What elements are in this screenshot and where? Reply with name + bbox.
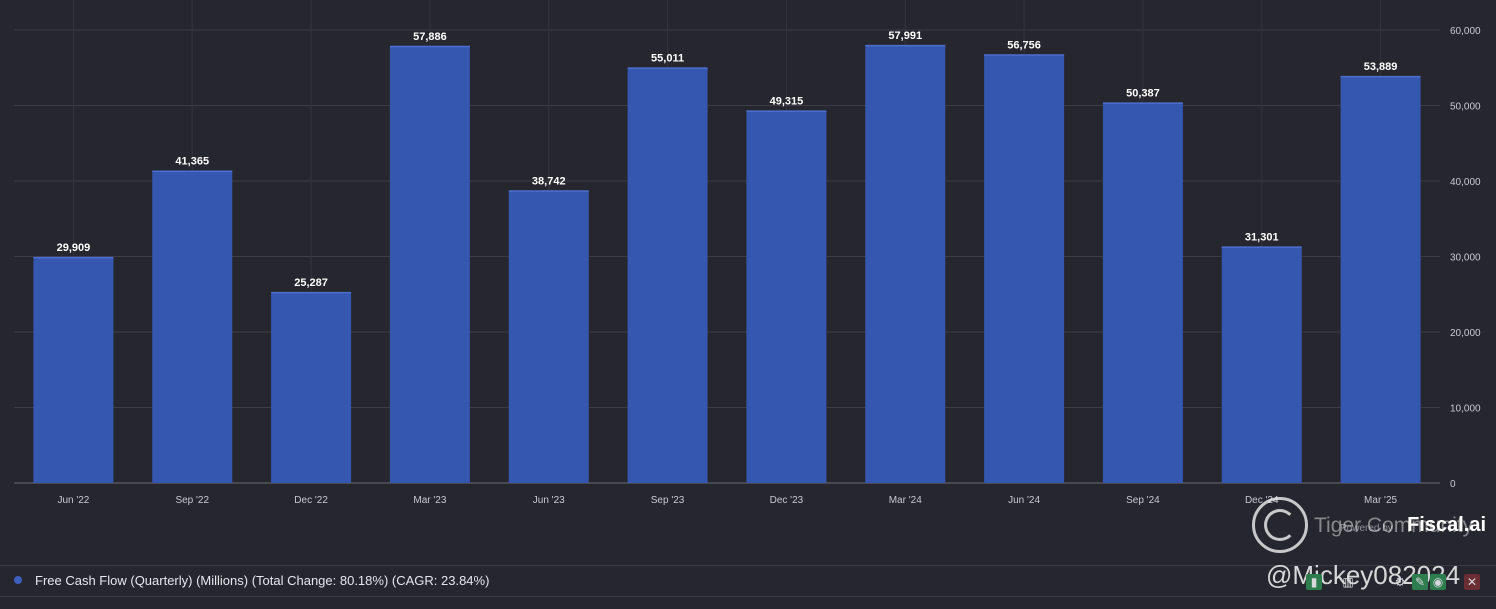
bar[interactable] (984, 54, 1065, 484)
bar[interactable] (746, 110, 827, 483)
share-icon[interactable]: ◉ (1430, 574, 1446, 590)
brand-logo[interactable]: Powered by Fiscal.ai (1340, 512, 1486, 542)
legend: Free Cash Flow (Quarterly) (Millions) (T… (0, 565, 1496, 597)
watermark-community-text: Tiger Community (1314, 514, 1474, 537)
x-tick-label: Sep '22 (175, 495, 209, 506)
y-tick-label: 20,000 (1450, 328, 1481, 339)
bar[interactable] (508, 190, 589, 483)
x-tick-label: Dec '24 (1245, 495, 1279, 506)
brand-name: Fiscal.ai (1407, 514, 1486, 536)
y-tick-label: 0 (1450, 479, 1456, 490)
bar-value-label: 53,889 (1364, 61, 1398, 73)
edit-icon[interactable]: ✎ (1412, 574, 1428, 590)
x-tick-label: Sep '24 (1126, 495, 1160, 506)
bar[interactable] (152, 170, 233, 483)
y-tick-label: 40,000 (1450, 177, 1481, 188)
y-tick-label: 50,000 (1450, 102, 1481, 113)
bar[interactable] (865, 45, 946, 484)
bar[interactable] (1221, 246, 1302, 483)
x-tick-label: Jun '24 (1008, 495, 1040, 506)
bar-value-label: 49,315 (770, 96, 804, 108)
chart-toolbar: ▮ ▥ ⚙ ✎ ◉ ✕ (1300, 573, 1490, 591)
bar[interactable] (1102, 102, 1183, 483)
x-tick-label: Mar '25 (1364, 495, 1397, 506)
x-tick-label: Dec '23 (770, 495, 804, 506)
x-tick-label: Mar '23 (413, 495, 446, 506)
bars (33, 44, 1421, 484)
stats-icon[interactable]: ▥ (1342, 575, 1354, 589)
close-icon[interactable]: ✕ (1464, 574, 1480, 590)
y-tick-label: 30,000 (1450, 253, 1481, 264)
watermark-logo-icon (1252, 497, 1308, 553)
bar-value-label: 29,909 (57, 242, 91, 254)
bar-value-label: 55,011 (651, 53, 684, 65)
x-tick-label: Mar '24 (889, 495, 922, 506)
y-axis-ticks: 0 10,000 20,000 30,000 40,000 50,000 60,000 (1450, 26, 1481, 490)
bar-value-label: 25,287 (294, 277, 328, 289)
x-tick-label: Dec '22 (294, 495, 328, 506)
bar[interactable] (33, 257, 114, 483)
y-tick-label: 10,000 (1450, 404, 1481, 415)
bar[interactable] (389, 45, 470, 484)
legend-series-label[interactable]: Free Cash Flow (Quarterly) (Millions) (T… (35, 573, 490, 588)
bar[interactable] (627, 67, 708, 484)
bar[interactable] (1340, 76, 1421, 483)
bar-value-label: 41,365 (175, 156, 209, 168)
x-tick-label: Sep '23 (651, 495, 685, 506)
bar-value-label: 57,991 (888, 30, 922, 42)
x-tick-label: Jun '23 (533, 495, 565, 506)
bar-chart-icon[interactable]: ▮ (1306, 574, 1322, 590)
bar-value-label: 31,301 (1245, 232, 1279, 244)
x-axis-ticks: Jun '22 Sep '22 Dec '22 Mar '23 Jun '23 Sep '… (57, 495, 1397, 506)
bar-chart: 29,909 41,365 25,287 57,886 38,742 55,011 49,3… (14, 0, 1481, 506)
x-tick-label: Jun '22 (57, 495, 89, 506)
bar-value-label: 57,886 (413, 31, 447, 43)
bar-value-labels: 29,909 41,365 25,287 57,886 38,742 55,011 49,3… (57, 30, 1398, 289)
bar-value-label: 38,742 (532, 175, 566, 187)
legend-series-dot[interactable] (14, 576, 22, 584)
powered-by-text: Powered by (1340, 523, 1393, 534)
settings-icon[interactable]: ⚙ (1394, 575, 1406, 589)
y-tick-label: 60,000 (1450, 26, 1481, 37)
bar-value-label: 56,756 (1007, 39, 1041, 51)
bar-value-label: 50,387 (1126, 88, 1160, 100)
bar[interactable] (271, 292, 352, 483)
